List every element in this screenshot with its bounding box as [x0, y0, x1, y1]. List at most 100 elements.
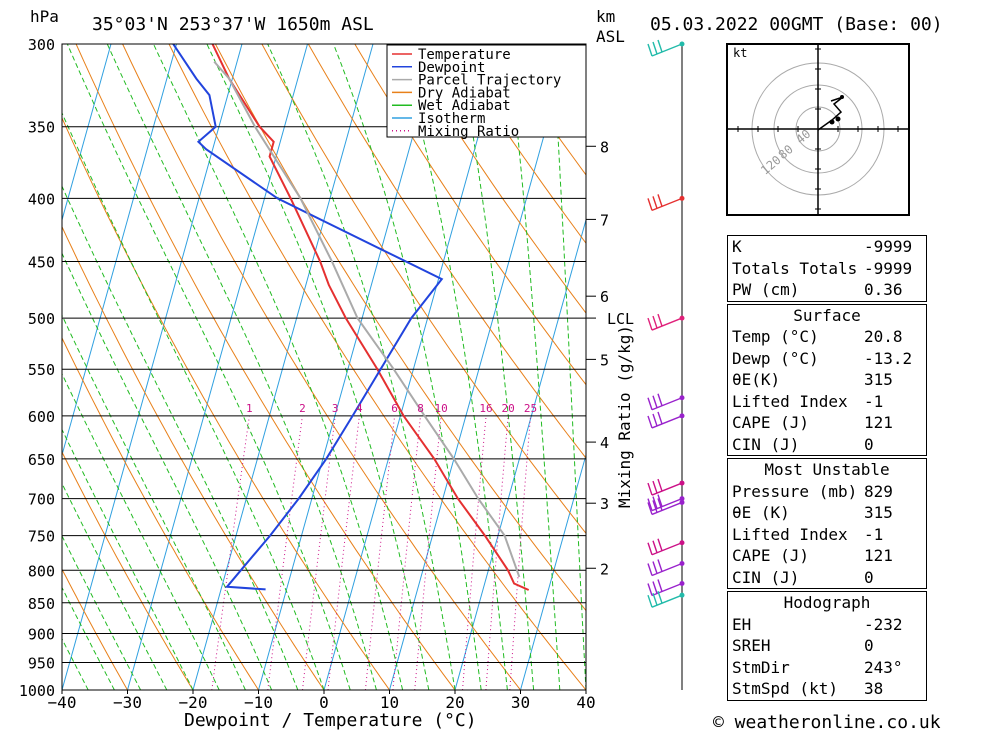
pressure-tick-label: 450 — [28, 254, 55, 272]
dry-adiabat-line — [62, 568, 128, 690]
surface-thetae: θE(K) 315 — [732, 370, 893, 389]
wet-adiabat-line — [66, 44, 351, 690]
mixing-ratio-label: 6 — [391, 402, 398, 415]
surface-cape: CAPE (J) 121 — [732, 413, 893, 432]
pressure-tick-label: 800 — [28, 562, 55, 580]
pressure-tick-label: 400 — [28, 190, 55, 208]
wind-barb — [647, 39, 683, 57]
legend-entry: Dewpoint — [418, 60, 485, 76]
isotherm-line — [258, 44, 439, 690]
height-km-axis: 8 7 6 LCL 5 4 3 2 — [586, 138, 634, 578]
mu-lifted-index: Lifted Index -1 — [732, 524, 884, 544]
wet-adiabat-line — [62, 534, 142, 690]
mixing-ratio-axis-title: Mixing Ratio (g/kg) — [615, 325, 634, 508]
km-label: 4 — [600, 434, 609, 452]
wet-adiabat-line — [62, 252, 273, 690]
parcel-trajectory-line — [213, 60, 521, 578]
mixing-ratio-label: 8 — [417, 402, 424, 415]
mixing-ratio-label: 16 — [479, 402, 492, 415]
wind-barb — [647, 478, 683, 496]
pressure-tick-label: 900 — [28, 625, 55, 643]
mu-pressure: Pressure (mb) 829 — [732, 481, 893, 501]
pressure-tick-label: 500 — [28, 310, 55, 328]
dry-adiabat-line — [168, 44, 586, 690]
dewpoint-line — [172, 44, 444, 591]
pressure-tick-label: 850 — [28, 595, 55, 613]
pressure-tick-label: 650 — [28, 451, 55, 469]
mixing-ratio-label: 1 — [246, 402, 253, 415]
isotherm-line — [520, 453, 586, 690]
surface-lifted-index: Lifted Index -1 — [732, 391, 884, 411]
wet-adiabat-line — [507, 44, 561, 690]
isotherm-line — [389, 44, 570, 690]
mixing-ratio-labels: 1 2 3 4 6 8 10 16 20 25 — [246, 402, 537, 415]
wet-adiabat-line — [267, 44, 456, 690]
legend-entry: Dry Adiabat — [418, 85, 511, 101]
hodograph-stats-title: Hodograph — [783, 593, 871, 612]
x-tick-label: −10 — [244, 693, 273, 712]
wind-barb — [647, 498, 683, 516]
pressure-axis-labels: 300 350 400 450 500 550 600 650 700 750 800 850 900 9… — [19, 36, 55, 700]
km-label: 3 — [600, 495, 609, 513]
mixing-ratio-label: 25 — [524, 402, 537, 415]
km-unit-label: km — [596, 7, 615, 26]
wet-adiabat-lines — [62, 44, 586, 690]
isotherm-lines — [62, 44, 586, 690]
indices-box: K -9999 Totals Totals -9999 PW (cm) 0.36 — [727, 235, 927, 302]
wind-barb — [647, 538, 683, 556]
mu-cin: CIN (J) 0 — [732, 567, 874, 587]
dry-adiabat-line — [261, 44, 586, 535]
wind-barb — [647, 313, 683, 331]
wind-barb — [647, 579, 683, 597]
mixing-ratio-label: 3 — [332, 402, 339, 415]
mixing-ratio-line — [302, 415, 336, 690]
hodo-eh: EH -232 — [732, 614, 903, 634]
km-label: 6 — [600, 288, 609, 306]
mixing-ratio-line — [327, 415, 360, 690]
plot-area — [62, 44, 586, 690]
x-tick-label: −40 — [48, 693, 77, 712]
hodograph-unit: kt — [733, 46, 747, 60]
surface-dewp: Dewp (°C) -13.2 — [732, 348, 913, 368]
wet-adiabat-line — [456, 44, 535, 690]
location-title: 35°03'N 253°37'W 1650m ASL — [92, 14, 374, 35]
mixing-ratio-line — [364, 415, 396, 690]
footer-credit: © weatheronline.co.uk — [713, 712, 941, 733]
x-tick-label: −20 — [179, 693, 208, 712]
km-label: 8 — [600, 138, 609, 156]
wet-adiabat-line — [62, 482, 168, 690]
index-totals: Totals Totals -9999 — [732, 258, 913, 278]
dry-adiabat-line — [354, 44, 586, 386]
most-unstable-title: Most Unstable — [764, 460, 890, 479]
lcl-label: LCL — [607, 310, 634, 328]
x-tick-label: 20 — [445, 693, 464, 712]
mu-cape: CAPE (J) 121 — [732, 546, 893, 565]
x-axis-title: Dewpoint / Temperature (°C) — [184, 710, 477, 731]
mixing-ratio-label: 2 — [299, 402, 306, 415]
x-tick-label: 40 — [576, 693, 595, 712]
hodograph-stats-box: Hodograph EH -232 SREH 0 StmDir 243° StmSpd… — [727, 591, 927, 701]
x-tick-label: −30 — [113, 693, 142, 712]
isotherm-line — [454, 217, 586, 690]
legend-entry: Parcel Trajectory — [418, 73, 561, 89]
temperature-axis-labels: −40 −30 −20 −10 0 10 20 30 40 — [48, 690, 596, 712]
hodograph-point — [829, 119, 835, 125]
pressure-grid-lines — [62, 44, 586, 690]
legend-box — [386, 44, 587, 138]
isotherm-line — [192, 44, 374, 690]
isotherm-line — [62, 44, 243, 690]
legend-entry: Temperature — [418, 47, 511, 63]
dry-adiabat-line — [447, 44, 586, 245]
surface-box: Surface Temp (°C) 20.8 Dewp (°C) -13.2 θE(… — [727, 303, 927, 456]
wind-barb — [647, 559, 683, 577]
isotherm-line — [323, 44, 505, 690]
legend-entry: Mixing Ratio — [418, 124, 519, 140]
surface-cin: CIN (J) 0 — [732, 434, 874, 454]
stats-panel: K -9999 Totals Totals -9999 PW (cm) 0.36 Su… — [727, 235, 927, 703]
dry-adiabat-line — [75, 44, 456, 690]
hodo-sreh: SREH 0 — [732, 636, 874, 655]
pressure-tick-label: 750 — [28, 528, 55, 546]
index-k: K -9999 — [732, 237, 913, 256]
